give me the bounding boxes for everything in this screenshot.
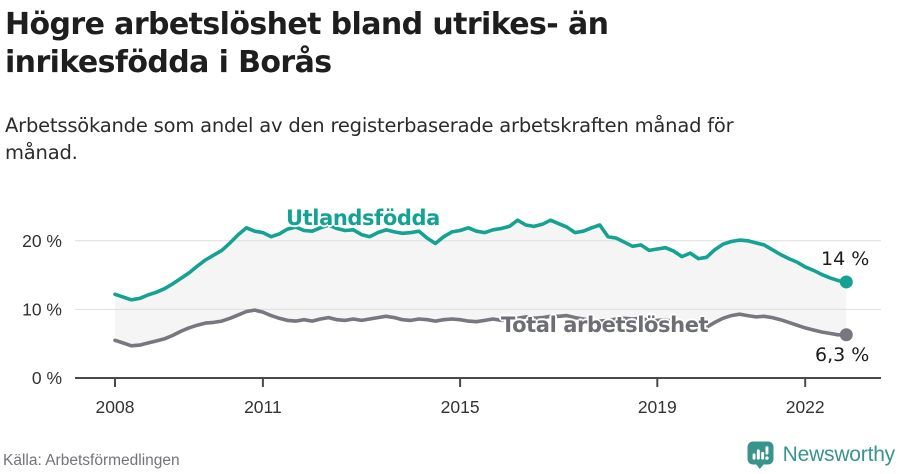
end-value-label-utlandsfodda: 14 % bbox=[821, 248, 870, 270]
y-tick-label: 10 % bbox=[22, 299, 62, 319]
fill-between-series bbox=[115, 220, 847, 346]
page-title-line-2: inrikesfödda i Borås bbox=[5, 45, 332, 80]
y-tick-label: 20 % bbox=[22, 231, 62, 251]
chart-header: Högre arbetslöshet bland utrikes- än inr… bbox=[5, 6, 885, 82]
newsworthy-logo: Newsworthy bbox=[746, 440, 895, 469]
series-label-total-arbetsloshet: Total arbetslöshet bbox=[501, 313, 709, 337]
x-tick-label: 2022 bbox=[786, 397, 825, 417]
y-tick-label: 0 % bbox=[32, 368, 62, 388]
x-tick-label: 2015 bbox=[441, 397, 480, 417]
series-label-utlandsfodda: Utlandsfödda bbox=[286, 206, 440, 230]
end-value-label-total: 6,3 % bbox=[815, 344, 870, 366]
end-dot-utlandsfodda bbox=[839, 275, 853, 289]
page-title-line-1: Högre arbetslöshet bland utrikes- än bbox=[5, 7, 609, 42]
x-tick-label: 2008 bbox=[96, 397, 135, 417]
chart-subtitle-line-2: månad. bbox=[5, 141, 78, 164]
series-line-total bbox=[113, 308, 849, 348]
end-dot-total bbox=[839, 328, 853, 342]
x-tick-label: 2011 bbox=[244, 397, 282, 417]
x-tick-label: 2019 bbox=[638, 397, 677, 417]
series-line-utlandsfodda bbox=[113, 218, 849, 302]
bar-chart-speech-bubble-icon bbox=[747, 441, 774, 469]
chart-subtitle: Arbetssökande som andel av den registerb… bbox=[5, 112, 865, 166]
source-note: Källa: Arbetsförmedlingen bbox=[3, 452, 180, 469]
newsworthy-wordmark: Newsworthy bbox=[782, 442, 896, 466]
chart-subtitle-line-1: Arbetssökande som andel av den registerb… bbox=[5, 114, 734, 137]
